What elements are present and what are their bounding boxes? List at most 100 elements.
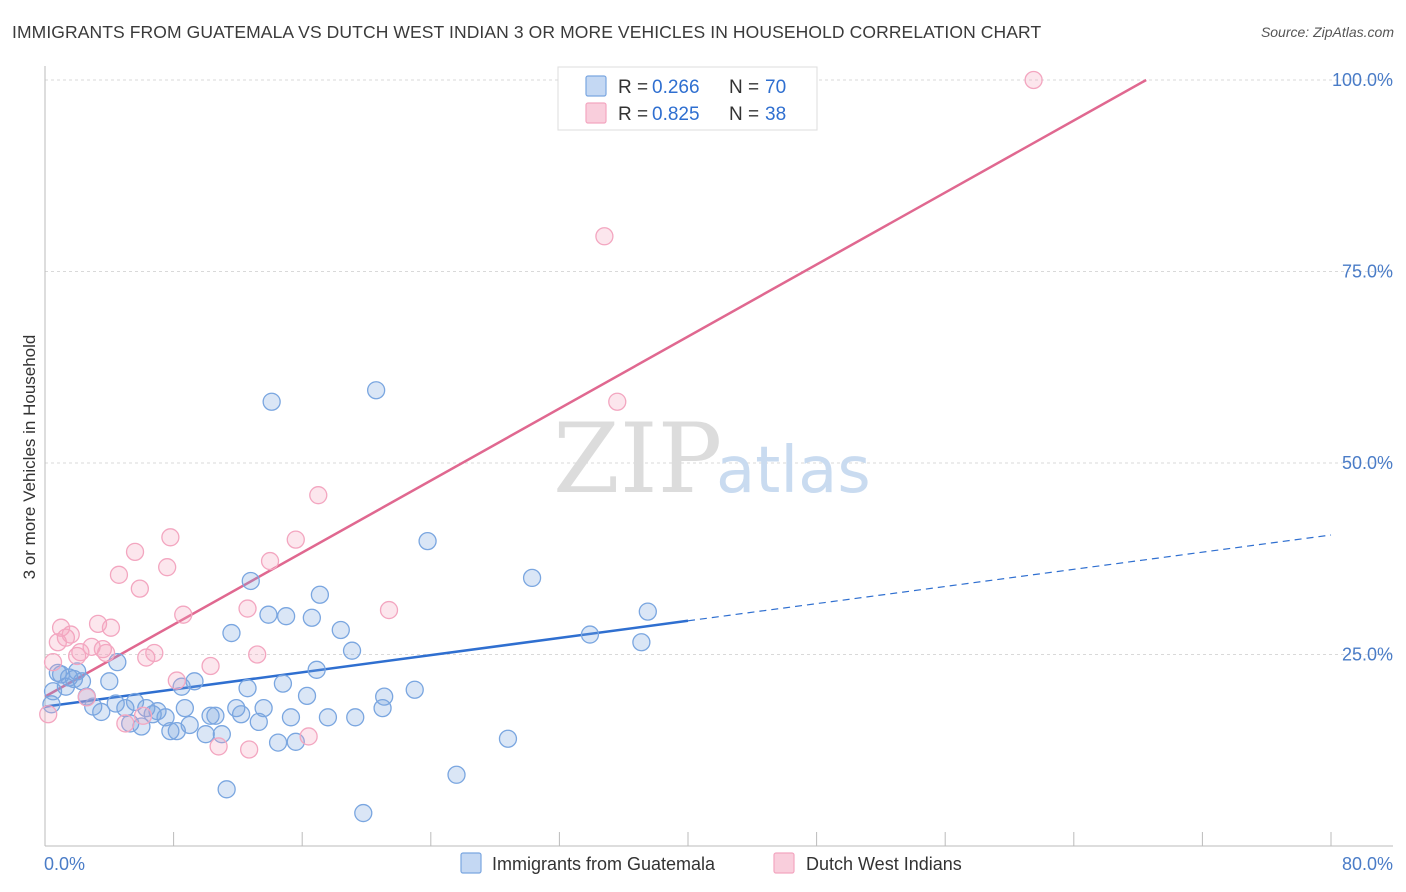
trend-lines [44,78,1332,708]
y-axis-title: 3 or more Vehicles in Household [20,335,39,580]
guatemala-point-27 [180,715,199,735]
series-points-0 [42,381,657,823]
dutch-west-indian-point-27 [238,599,257,618]
dutch-west-indian-point-16 [125,542,145,562]
legend-n-value-1: 70 [765,77,786,98]
guatemala-point-28 [185,672,204,691]
dutch-west-indian-point-15 [116,714,135,733]
dutch-west-indian-point-21 [158,558,177,577]
y-tick-label-2: 75.0% [1342,262,1393,282]
dutch-west-indian-point-20 [145,643,164,663]
dutch-west-indian-point-36 [608,392,627,411]
guatemala-point-46 [281,708,301,727]
guatemala-point-17 [125,692,145,712]
stats-legend: R = 0.266 N = 70 R = 0.825 N = 38 [557,66,818,131]
dutch-west-indian-point-0 [39,705,58,724]
guatemala-point-41 [259,605,278,624]
guatemala-point-43 [268,733,288,752]
guatemala-point-54 [342,641,362,660]
dutch-west-indian-point-3 [51,618,71,637]
legend-r-value-2: 0.825 [652,104,700,125]
guatemala-point-56 [354,803,373,823]
dutch-west-indian-point-29 [248,645,267,664]
guatemala-point-30 [201,706,220,725]
legend-r-value-1: 0.266 [652,77,700,98]
dutch-west-indian-point-30 [260,551,280,571]
dutch-west-indian-point-34 [379,600,399,620]
watermark: ZIP atlas [553,403,871,515]
guatemala-point-8 [72,672,92,691]
guatemala-point-31 [206,706,225,725]
guatemala-point-62 [447,765,466,784]
dutch-west-indian-point-13 [101,618,121,637]
guatemala-point-60 [405,680,424,699]
y-tick-labels: 25.0% 50.0% 75.0% 100.0% [1332,70,1393,665]
guatemala-point-61 [418,531,437,551]
bottom-legend-label-guatemala: Immigrants from Guatemala [492,854,716,874]
guatemala-point-12 [100,672,119,691]
x-tick-label-1: 80.0% [1342,854,1393,874]
guatemala-point-33 [217,780,236,799]
dutch-west-indian-point-37 [1024,70,1043,90]
guatemala-point-7 [68,662,87,681]
guatemala-point-40 [254,698,273,718]
dutch-west-indian-point-25 [201,656,220,676]
dutch-west-indian-point-1 [43,653,63,672]
bottom-legend-swatch-dutch-west-indians [773,852,795,874]
guatemala-point-65 [580,625,600,644]
dutch-west-indian-point-18 [133,706,153,725]
guatemala-point-63 [498,729,518,748]
guatemala-point-55 [346,708,365,727]
y-tick-label-1: 50.0% [1342,453,1393,473]
guatemala-point-58 [373,698,392,718]
x-tick-labels: 0.0% 80.0% [44,854,1393,874]
data-points [39,70,1043,823]
guatemala-point-48 [297,686,317,706]
guatemala-point-45 [276,607,296,626]
dutch-west-indian-point-33 [309,486,328,505]
series-legend: Immigrants from Guatemala Dutch West Ind… [460,852,962,874]
dutch-west-indian-point-24 [174,605,193,624]
guatemala-point-37 [238,679,257,698]
watermark-zip: ZIP [553,403,722,515]
dutch-west-indian-point-14 [109,565,129,584]
watermark-atlas: atlas [716,434,871,508]
dutch-west-indian-point-26 [209,737,228,756]
guatemala-point-36 [231,705,251,724]
bottom-legend-swatch-guatemala [460,852,482,874]
dutch-west-indian-point-28 [240,740,259,759]
guatemala-point-50 [307,660,326,679]
axes [44,66,1393,847]
guatemala-point-67 [638,602,657,621]
chart-title: IMMIGRANTS FROM GUATEMALA VS DUTCH WEST … [12,22,1042,42]
dutch-west-indian-point-8 [77,688,96,707]
x-tick-label-0: 0.0% [44,854,85,874]
dutch-west-indian-point-23 [167,671,186,690]
guatemala-point-22 [156,708,175,727]
guatemala-point-0 [42,695,61,714]
y-tick-label-3: 100.0% [1332,70,1393,90]
guatemala-point-23 [161,721,180,741]
trend-line-dutch-west-indians [44,78,1147,698]
bottom-legend-label-dutch-west-indians: Dutch West Indians [806,854,962,874]
dutch-west-indian-point-35 [595,227,614,246]
guatemala-point-44 [273,674,293,693]
source-label: Source: ZipAtlas.com [1260,24,1394,40]
guatemala-point-57 [366,381,386,400]
series-points-1 [39,70,1043,759]
guatemala-point-64 [522,568,542,588]
legend-n-label-1: N = [729,77,759,98]
legend-swatch-guatemala [585,75,607,97]
dutch-west-indian-point-22 [161,528,180,547]
legend-n-value-2: 38 [765,104,786,125]
guatemala-point-52 [318,708,338,727]
guatemala-point-29 [196,725,215,744]
legend-swatch-dutch-west-indians [585,102,607,124]
guatemala-point-39 [249,712,268,732]
dutch-west-indian-point-17 [130,579,149,598]
guatemala-point-34 [222,623,241,643]
trend-line-guatemala-extension [687,534,1332,622]
guatemala-point-13 [106,694,125,713]
dutch-west-indian-point-32 [299,727,318,746]
